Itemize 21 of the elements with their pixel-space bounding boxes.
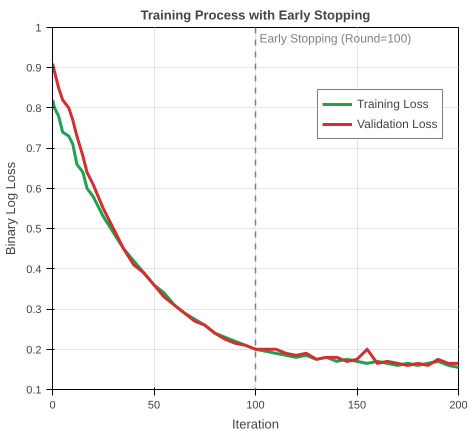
y-tick-label: 0.7 bbox=[26, 143, 42, 156]
x-tick-label: 150 bbox=[348, 400, 366, 412]
x-tick-label: 100 bbox=[246, 400, 265, 412]
x-axis-title: Iteration bbox=[232, 416, 279, 432]
y-tick-label: 0.1 bbox=[26, 384, 42, 396]
y-tick-label: 0.9 bbox=[26, 62, 42, 75]
y-axis-title: Binary Log Loss bbox=[3, 161, 18, 256]
y-tick-label: 0.5 bbox=[26, 224, 42, 236]
chart-title: Training Process with Early Stopping bbox=[140, 8, 370, 22]
y-tick-label: 1 bbox=[35, 22, 42, 34]
x-tick-label: 0 bbox=[49, 400, 56, 412]
y-tick-label: 0.8 bbox=[26, 102, 42, 115]
legend-label: Validation Loss bbox=[357, 117, 438, 131]
y-tick-label: 0.4 bbox=[26, 264, 42, 276]
y-tick-label: 0.6 bbox=[26, 183, 42, 196]
x-tick-label: 200 bbox=[449, 400, 468, 412]
y-tick-label: 0.2 bbox=[26, 344, 42, 356]
x-tick-label: 50 bbox=[148, 400, 160, 412]
ref-line-label: Early Stopping (Round=100) bbox=[260, 32, 412, 46]
y-tick-label: 0.3 bbox=[26, 304, 42, 316]
legend-label: Training Loss bbox=[357, 97, 429, 111]
